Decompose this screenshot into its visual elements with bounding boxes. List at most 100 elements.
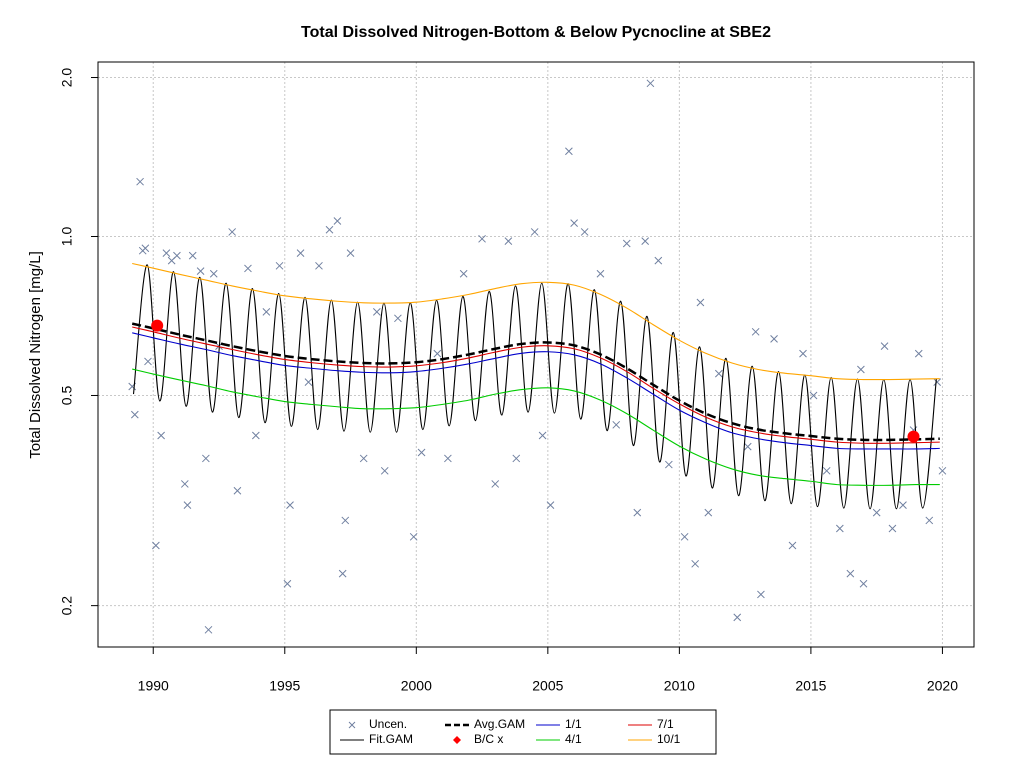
legend-label: 10/1 — [657, 732, 681, 746]
data-point — [251, 431, 260, 440]
data-point — [333, 217, 342, 225]
data-point — [846, 569, 855, 578]
data-point — [409, 532, 418, 541]
x-tick-label: 1990 — [138, 678, 169, 694]
data-point — [799, 349, 807, 358]
data-point — [751, 327, 760, 336]
y-tick-label: 0.5 — [59, 386, 75, 406]
data-point — [183, 501, 192, 509]
data-point — [733, 613, 742, 622]
data-point — [478, 234, 486, 243]
data-point — [459, 269, 468, 278]
data-point — [341, 516, 350, 525]
data-point — [144, 357, 152, 366]
legend-label: Uncen. — [369, 717, 407, 731]
series-line — [132, 332, 940, 450]
data-point — [380, 466, 389, 475]
x-tick-label: 2000 — [401, 678, 432, 694]
data-point — [512, 454, 521, 463]
data-point — [286, 501, 294, 509]
data-point — [641, 237, 650, 245]
data-point — [546, 501, 555, 509]
data-point — [417, 448, 426, 457]
data-point — [262, 307, 271, 316]
data-point — [504, 237, 513, 245]
legend-label: 1/1 — [565, 717, 582, 731]
data-point — [136, 177, 144, 186]
plot-frame — [97, 61, 975, 648]
y-tick-label: 1.0 — [59, 227, 75, 247]
data-point — [704, 508, 713, 517]
data-point — [491, 480, 500, 488]
x-tick-label: 2010 — [664, 678, 695, 694]
data-point — [338, 569, 347, 578]
data-point — [714, 369, 723, 378]
data-point — [173, 251, 181, 260]
data-point — [275, 261, 284, 270]
data-point — [770, 335, 778, 343]
data-point — [244, 264, 252, 273]
series-line — [132, 326, 940, 444]
data-point — [938, 466, 947, 475]
x-tick-label: 1995 — [269, 678, 300, 694]
data-point — [188, 251, 197, 260]
data-point — [202, 454, 210, 463]
series-line — [132, 262, 940, 381]
data-point — [743, 442, 752, 451]
legend-label: Avg.GAM — [474, 717, 525, 731]
y-tick-label: 2.0 — [59, 68, 75, 88]
data-point — [228, 228, 237, 236]
legend-label: 7/1 — [657, 717, 674, 731]
data-point — [696, 298, 705, 307]
data-point — [304, 378, 313, 386]
data-point — [899, 501, 907, 509]
y-tick-label: 0.2 — [59, 596, 75, 616]
data-point — [596, 269, 605, 278]
y-axis-title: Total Dissolved Nitrogen [mg/L] — [27, 251, 44, 459]
data-point — [204, 625, 213, 634]
data-point — [654, 256, 663, 265]
series-line — [132, 368, 940, 486]
data-point — [646, 79, 655, 88]
data-point — [914, 349, 923, 358]
data-point — [162, 249, 171, 257]
x-tick-label: 2020 — [927, 678, 958, 694]
data-point — [141, 244, 150, 253]
data-point — [664, 460, 673, 469]
data-point — [538, 431, 547, 440]
legend-box — [329, 709, 717, 755]
legend-label: Fit.GAM — [369, 732, 413, 746]
data-point — [580, 228, 589, 236]
data-point — [196, 267, 205, 275]
data-point — [530, 228, 539, 236]
bc-point — [907, 430, 920, 443]
data-point — [925, 516, 934, 525]
data-point — [233, 486, 242, 495]
data-point — [394, 314, 402, 323]
data-point — [822, 466, 831, 475]
data-point — [180, 480, 189, 488]
data-point — [888, 524, 897, 533]
data-point — [565, 147, 573, 156]
x-tick-label: 2015 — [795, 678, 826, 694]
data-point — [872, 508, 881, 517]
data-point — [691, 559, 700, 568]
data-point — [346, 249, 355, 257]
data-point — [622, 239, 631, 248]
data-point — [433, 349, 442, 358]
legend-symbol — [348, 721, 356, 729]
data-point — [633, 508, 642, 517]
data-point — [809, 391, 818, 400]
x-tick-label: 2005 — [532, 678, 563, 694]
data-point — [315, 261, 323, 270]
data-point — [444, 454, 452, 463]
data-point — [296, 249, 305, 257]
data-point — [283, 579, 292, 588]
series-line — [131, 322, 940, 442]
data-point — [859, 579, 868, 588]
data-point — [788, 541, 797, 550]
data-point — [359, 454, 368, 463]
data-point — [372, 307, 381, 316]
